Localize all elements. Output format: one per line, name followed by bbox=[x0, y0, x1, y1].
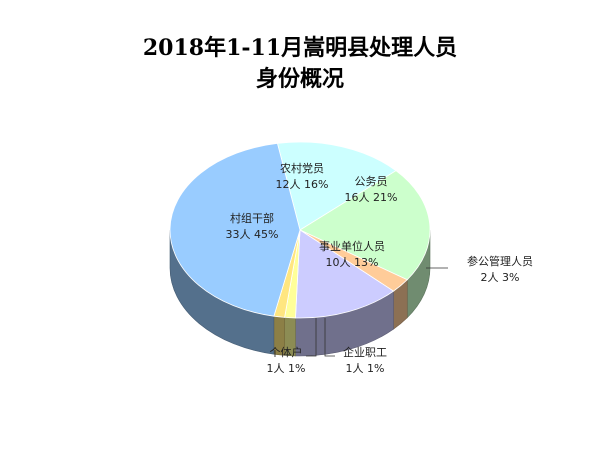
slice-label-企业职工: 企业职工 bbox=[343, 345, 387, 359]
chart-title-line1: 2018年1-11月嵩明县处理人员 bbox=[143, 35, 457, 61]
pie-slice-农村党员 bbox=[276, 141, 397, 231]
slice-value-个体户: 1人 1% bbox=[267, 362, 306, 375]
leader-line-个体户 bbox=[306, 318, 317, 357]
slice-label-事业单位人员: 事业单位人员 bbox=[319, 239, 385, 253]
slice-value-村组干部: 33人 45% bbox=[226, 228, 279, 241]
slice-label-公务员: 公务员 bbox=[355, 175, 388, 188]
slice-label-村组干部: 村组干部 bbox=[230, 211, 274, 225]
chart-title-line2: 身份概况 bbox=[256, 66, 344, 92]
slice-value-农村党员: 12人 16% bbox=[276, 178, 329, 191]
slice-value-事业单位人员: 10人 13% bbox=[326, 256, 379, 269]
slice-value-企业职工: 1人 1% bbox=[346, 362, 385, 375]
pie-slice-公务员 bbox=[299, 170, 431, 281]
slice-value-参公管理人员: 2人 3% bbox=[481, 271, 520, 284]
pie-slice-村组干部 bbox=[169, 142, 301, 317]
slice-label-参公管理人员: 参公管理人员 bbox=[467, 254, 533, 268]
slice-label-农村党员: 农村党员 bbox=[280, 161, 324, 175]
leader-line-企业职工 bbox=[324, 318, 335, 357]
slice-value-公务员: 16人 21% bbox=[345, 191, 398, 204]
pie-slice-事业单位人员 bbox=[295, 229, 395, 319]
slice-label-个体户: 个体户 bbox=[270, 345, 303, 359]
